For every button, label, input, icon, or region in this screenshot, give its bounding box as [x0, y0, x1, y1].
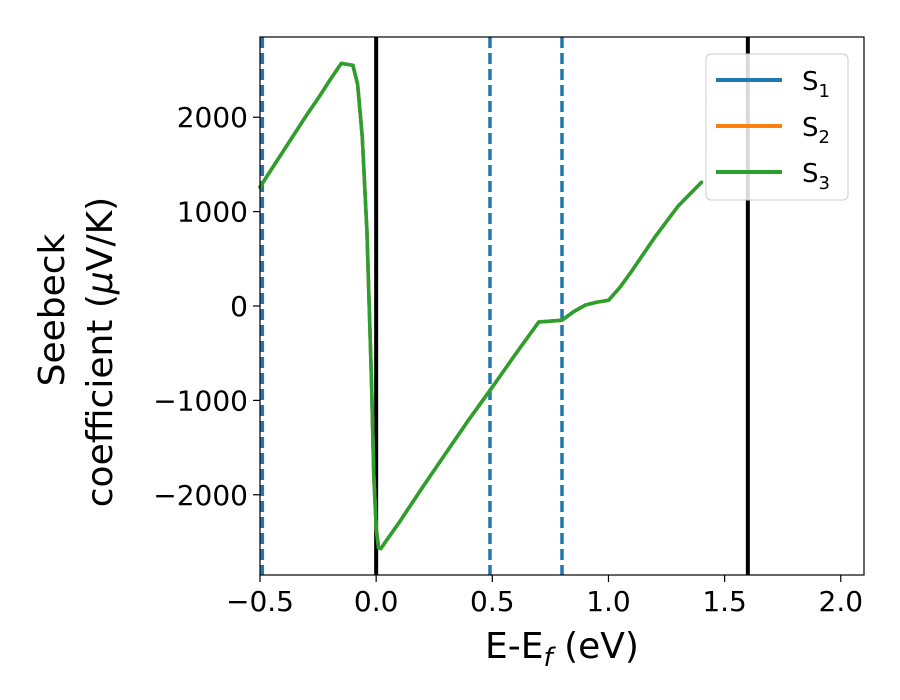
x-axis-label-main: E-E [485, 626, 543, 667]
series-line-2 [258, 61, 704, 551]
x-tick-label: 1.0 [586, 585, 631, 618]
x-tick-label: −0.5 [226, 585, 294, 618]
x-tick-label: 0.5 [470, 585, 515, 618]
y-tick-label: −2000 [153, 479, 248, 512]
x-tick-label: 2.0 [819, 585, 864, 618]
y-axis-label-line1: Seebeck [32, 233, 73, 386]
y-axis-label-mu: μ [80, 271, 121, 295]
x-axis-label-unit: (eV) [553, 626, 639, 667]
y-tick-label: 0 [230, 290, 248, 323]
y-axis-label-text: coefficient ( [80, 294, 121, 507]
series-line-3 [258, 61, 704, 551]
y-axis-label-line2: coefficient (μV/K) [80, 197, 121, 507]
y-tick-label: 2000 [177, 101, 248, 134]
legend: S1 S2 S3 [705, 53, 849, 201]
legend-label-2: S2 [802, 113, 830, 148]
y-axis-label-unit: V/K) [80, 197, 121, 271]
legend-label-3: S3 [802, 159, 830, 194]
x-axis-label: E-Ef (eV) [485, 626, 639, 673]
series-line-1 [258, 61, 704, 551]
legend-label-1: S1 [802, 67, 830, 102]
y-tick-label: 1000 [177, 196, 248, 229]
x-tick-label: 0.0 [354, 585, 399, 618]
x-tick-label: 1.5 [702, 585, 747, 618]
y-tick-label: −1000 [153, 384, 248, 417]
